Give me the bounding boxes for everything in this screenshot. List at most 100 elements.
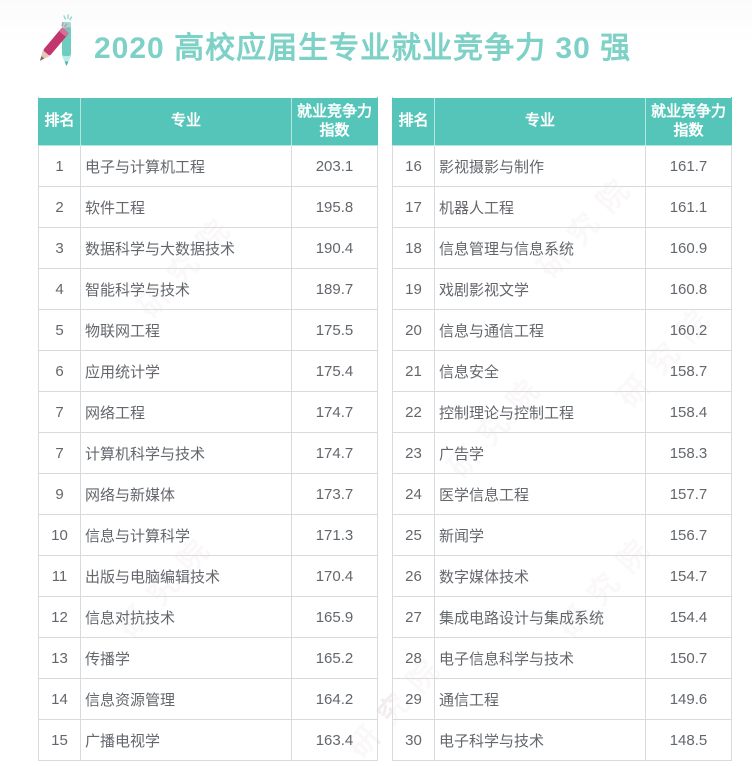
column-header-index-line1: 就业竞争力 xyxy=(650,102,726,120)
table-row: 5 物联网工程 175.5 xyxy=(38,309,378,351)
table-row: 3 数据科学与大数据技术 190.4 xyxy=(38,227,378,269)
index-cell: 150.7 xyxy=(645,637,732,679)
major-cell: 网络与新媒体 xyxy=(80,473,292,515)
rank-cell: 5 xyxy=(38,309,81,351)
major-cell: 新闻学 xyxy=(434,514,646,556)
index-cell: 158.7 xyxy=(645,350,732,392)
major-cell: 传播学 xyxy=(80,637,292,679)
index-cell: 160.8 xyxy=(645,268,732,310)
rank-cell: 26 xyxy=(392,555,435,597)
major-cell: 电子与计算机工程 xyxy=(80,145,292,187)
rank-cell: 28 xyxy=(392,637,435,679)
rank-cell: 22 xyxy=(392,391,435,433)
table-row: 7 计算机科学与技术 174.7 xyxy=(38,432,378,474)
table-row: 1 电子与计算机工程 203.1 xyxy=(38,145,378,187)
rank-cell: 29 xyxy=(392,678,435,720)
major-cell: 信息对抗技术 xyxy=(80,596,292,638)
index-cell: 203.1 xyxy=(291,145,378,187)
rank-cell: 7 xyxy=(38,432,81,474)
crossed-pencils-icon xyxy=(36,14,88,76)
index-cell: 161.1 xyxy=(645,186,732,228)
rank-cell: 11 xyxy=(38,555,81,597)
major-cell: 电子科学与技术 xyxy=(434,719,646,761)
index-cell: 148.5 xyxy=(645,719,732,761)
column-header-index-line2: 指数 xyxy=(319,121,350,139)
major-cell: 广播电视学 xyxy=(80,719,292,761)
table-row: 22 控制理论与控制工程 158.4 xyxy=(392,391,732,433)
rank-cell: 13 xyxy=(38,637,81,679)
rank-cell: 25 xyxy=(392,514,435,556)
rank-cell: 4 xyxy=(38,268,81,310)
major-cell: 信息资源管理 xyxy=(80,678,292,720)
index-cell: 174.7 xyxy=(291,432,378,474)
index-cell: 173.7 xyxy=(291,473,378,515)
index-cell: 170.4 xyxy=(291,555,378,597)
table-row: 29 通信工程 149.6 xyxy=(392,678,732,720)
table-row: 6 应用统计学 175.4 xyxy=(38,350,378,392)
rank-cell: 30 xyxy=(392,719,435,761)
major-cell: 应用统计学 xyxy=(80,350,292,392)
index-cell: 190.4 xyxy=(291,227,378,269)
major-cell: 信息安全 xyxy=(434,350,646,392)
index-cell: 171.3 xyxy=(291,514,378,556)
table-row: 20 信息与通信工程 160.2 xyxy=(392,309,732,351)
index-cell: 195.8 xyxy=(291,186,378,228)
major-cell: 控制理论与控制工程 xyxy=(434,391,646,433)
major-cell: 数字媒体技术 xyxy=(434,555,646,597)
index-cell: 189.7 xyxy=(291,268,378,310)
table-row: 23 广告学 158.3 xyxy=(392,432,732,474)
column-header-index-line2: 指数 xyxy=(673,121,704,139)
table-row: 28 电子信息科学与技术 150.7 xyxy=(392,637,732,679)
rank-cell: 3 xyxy=(38,227,81,269)
rank-cell: 24 xyxy=(392,473,435,515)
index-cell: 149.6 xyxy=(645,678,732,720)
index-cell: 157.7 xyxy=(645,473,732,515)
table-row: 25 新闻学 156.7 xyxy=(392,514,732,556)
index-cell: 174.7 xyxy=(291,391,378,433)
column-header-index: 就业竞争力 指数 xyxy=(291,97,378,146)
major-cell: 信息与通信工程 xyxy=(434,309,646,351)
major-cell: 电子信息科学与技术 xyxy=(434,637,646,679)
table-row: 15 广播电视学 163.4 xyxy=(38,719,378,761)
major-cell: 数据科学与大数据技术 xyxy=(80,227,292,269)
rank-cell: 7 xyxy=(38,391,81,433)
rank-cell: 23 xyxy=(392,432,435,474)
index-cell: 163.4 xyxy=(291,719,378,761)
table-row: 12 信息对抗技术 165.9 xyxy=(38,596,378,638)
table-row: 30 电子科学与技术 148.5 xyxy=(392,719,732,761)
major-cell: 软件工程 xyxy=(80,186,292,228)
column-header-index-line1: 就业竞争力 xyxy=(296,102,372,120)
major-cell: 出版与电脑编辑技术 xyxy=(80,555,292,597)
table-row: 4 智能科学与技术 189.7 xyxy=(38,268,378,310)
table-row: 19 戏剧影视文学 160.8 xyxy=(392,268,732,310)
index-cell: 175.5 xyxy=(291,309,378,351)
rank-cell: 17 xyxy=(392,186,435,228)
page-title: 2020 高校应届生专业就业竞争力 30 强 xyxy=(94,32,632,65)
index-cell: 160.2 xyxy=(645,309,732,351)
column-header-rank: 排名 xyxy=(392,97,435,146)
column-header-major: 专业 xyxy=(80,97,292,146)
major-cell: 计算机科学与技术 xyxy=(80,432,292,474)
major-cell: 广告学 xyxy=(434,432,646,474)
table-row: 18 信息管理与信息系统 160.9 xyxy=(392,227,732,269)
index-cell: 161.7 xyxy=(645,145,732,187)
header: 2020 高校应届生专业就业竞争力 30 强 xyxy=(36,14,631,76)
table-row: 24 医学信息工程 157.7 xyxy=(392,473,732,515)
column-header-index: 就业竞争力 指数 xyxy=(645,97,732,146)
rank-cell: 20 xyxy=(392,309,435,351)
index-cell: 165.9 xyxy=(291,596,378,638)
major-cell: 网络工程 xyxy=(80,391,292,433)
index-cell: 158.4 xyxy=(645,391,732,433)
major-cell: 集成电路设计与集成系统 xyxy=(434,596,646,638)
tables-container: 排名 专业 就业竞争力 指数 1 电子与计算机工程 203.1 xyxy=(38,97,732,761)
table-row: 7 网络工程 174.7 xyxy=(38,391,378,433)
table-row: 2 软件工程 195.8 xyxy=(38,186,378,228)
rank-cell: 6 xyxy=(38,350,81,392)
rank-cell: 19 xyxy=(392,268,435,310)
table-row: 10 信息与计算科学 171.3 xyxy=(38,514,378,556)
column-header-major: 专业 xyxy=(434,97,646,146)
table-row: 16 影视摄影与制作 161.7 xyxy=(392,145,732,187)
major-cell: 通信工程 xyxy=(434,678,646,720)
rank-cell: 27 xyxy=(392,596,435,638)
